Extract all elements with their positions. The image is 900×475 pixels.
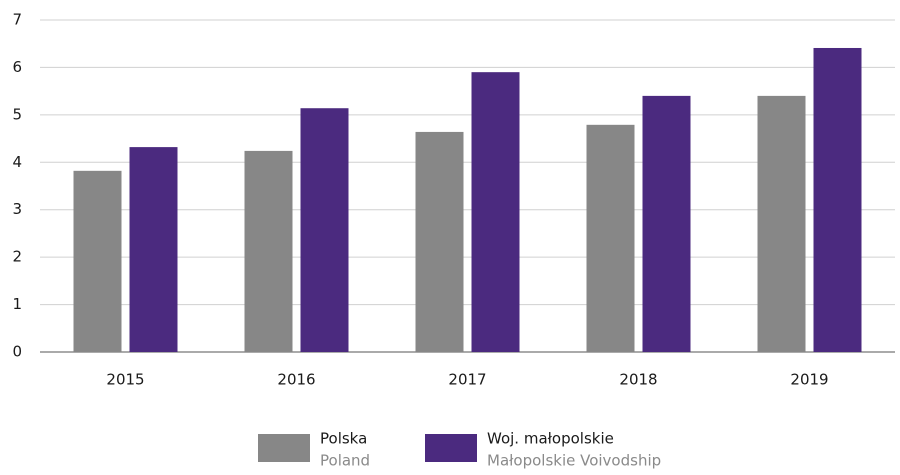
legend-label: Polska [320, 430, 367, 448]
bar [471, 72, 520, 353]
bar [244, 150, 293, 352]
legend-swatch [258, 434, 310, 462]
y-tick-label: 1 [12, 295, 22, 313]
y-tick-label: 0 [12, 343, 22, 361]
x-tick-label: 2017 [448, 371, 486, 389]
x-tick-label: 2018 [619, 371, 657, 389]
y-tick-label: 7 [12, 11, 22, 29]
y-tick-label: 3 [12, 200, 22, 218]
bar [415, 131, 464, 352]
bar [586, 124, 635, 353]
x-tick-label: 2015 [106, 371, 144, 389]
legend-label-en: Małopolskie Voivodship [487, 452, 661, 470]
legend-swatch [425, 434, 477, 462]
bar [129, 147, 178, 352]
legend-label-en: Poland [320, 452, 370, 470]
x-tick-label: 2016 [277, 371, 315, 389]
legend-label: Woj. małopolskie [487, 430, 614, 448]
y-tick-label: 4 [12, 153, 22, 171]
bar [642, 95, 691, 352]
bar [813, 47, 862, 353]
y-tick-label: 6 [12, 58, 22, 76]
x-tick-label: 2019 [790, 371, 828, 389]
y-tick-label: 2 [12, 248, 22, 266]
y-tick-label: 5 [12, 105, 22, 123]
bar [300, 108, 349, 353]
bar [73, 170, 122, 352]
bar [757, 95, 806, 352]
